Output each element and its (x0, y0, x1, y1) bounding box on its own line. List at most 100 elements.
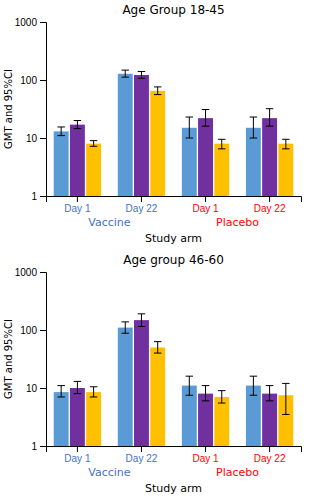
error-bar-stem (157, 342, 158, 353)
arm-label: Placebo (216, 466, 259, 479)
error-bar-cap (57, 385, 64, 386)
error-bar-cap (57, 396, 64, 397)
error-bar (154, 87, 161, 95)
tick-label: Day 1 (192, 453, 219, 464)
error-bar-cap (218, 390, 225, 391)
error-bar (202, 386, 209, 401)
error-bar-cap (218, 403, 225, 404)
error-bar-stem (93, 141, 94, 147)
error-bar-cap (250, 376, 257, 377)
bar (118, 328, 133, 446)
tick-label: 1000 (15, 267, 38, 278)
error-bar-cap (250, 395, 257, 396)
error-bar-cap (154, 353, 161, 354)
error-bar-cap (138, 313, 145, 314)
error-bar-stem (93, 387, 94, 397)
x-label: Study arm (145, 482, 202, 495)
bar (86, 392, 101, 446)
error-bar-cap (154, 341, 161, 342)
error-bar-cap (186, 138, 193, 139)
error-bar-cap (186, 395, 193, 396)
tick-label: 10 (26, 133, 38, 144)
chart: 1 10 100 1000 Day 1 Day 22 Day 1 Day 22 Vaccine P… (0, 0, 311, 500)
error-bar-cap (154, 86, 161, 87)
bar-series (70, 75, 277, 196)
y-tick: 10 (26, 133, 46, 144)
tick-label: 100 (20, 75, 37, 86)
error-bar (57, 127, 64, 136)
error-bar-stem (269, 386, 270, 401)
error-bar (202, 110, 209, 127)
error-bar-cap (138, 326, 145, 327)
y-label: GMT and 95%CI (3, 69, 14, 149)
tick-label: Day 22 (254, 453, 286, 464)
error-bar (154, 342, 161, 353)
error-bar (282, 139, 289, 149)
y-tick: 1000 (15, 17, 46, 28)
x-tick: Day 1 (192, 196, 219, 214)
bar (246, 128, 261, 196)
error-bar-stem (125, 322, 126, 333)
error-bar (218, 139, 225, 149)
y-tick: 1000 (15, 267, 46, 278)
bar (214, 144, 229, 196)
y-tick: 100 (20, 75, 46, 86)
tick-mark (205, 446, 206, 452)
panel: 1101001000Day 1Day 22Day 1Day 22VaccineP… (3, 3, 302, 245)
tick-mark (205, 196, 206, 202)
error-bar-cap (57, 126, 64, 127)
error-bar-cap (186, 376, 193, 377)
axis-line (40, 273, 47, 447)
tick-label: Day 1 (64, 453, 91, 464)
tick-mark (141, 446, 142, 452)
tick-mark (40, 138, 46, 139)
error-bar-stem (253, 376, 254, 395)
error-bar-stem (141, 314, 142, 327)
error-bar-stem (269, 109, 270, 126)
error-bar-stem (205, 110, 206, 127)
error-bar-cap (282, 383, 289, 384)
error-bar-cap (74, 381, 81, 382)
x-axis: Day 1 Day 22 Day 1 Day 22 (47, 446, 302, 464)
error-bar-cap (250, 138, 257, 139)
tick-label: Day 1 (64, 203, 91, 214)
error-bar-cap (266, 400, 273, 401)
bar (150, 91, 165, 196)
bar (182, 128, 197, 196)
error-bar-cap (122, 321, 129, 322)
y-axis: 1101001000 (15, 17, 47, 202)
error-bar (186, 376, 193, 395)
tick-mark (269, 196, 270, 202)
error-bar (218, 391, 225, 403)
error-bar-cap (90, 396, 97, 397)
tick-mark (269, 446, 270, 452)
x-tick: Day 1 (64, 196, 91, 214)
tick-label: 10 (26, 383, 38, 394)
arm-label: Vaccine (88, 466, 131, 479)
error-bar-stem (285, 139, 286, 149)
error-bar-cap (138, 71, 145, 72)
y-tick: 100 (20, 325, 46, 336)
error-bars (90, 87, 290, 149)
error-bar-cap (218, 148, 225, 149)
bar (278, 144, 293, 196)
error-bar-stem (125, 70, 126, 77)
error-bar (266, 386, 273, 401)
y-tick: 10 (26, 383, 46, 394)
tick-label: 1000 (15, 17, 38, 28)
error-bar-cap (122, 77, 129, 78)
error-bar (90, 141, 97, 147)
error-bar-cap (74, 120, 81, 121)
error-bar-cap (122, 70, 129, 71)
y-tick: 1 (31, 441, 46, 452)
tick-label: Day 22 (126, 453, 158, 464)
error-bar-stem (141, 72, 142, 79)
error-bar-cap (90, 146, 97, 147)
tick-mark (40, 272, 46, 273)
bar (150, 347, 165, 446)
error-bars (90, 342, 290, 415)
axis-line (47, 447, 302, 453)
bar (70, 388, 85, 446)
title: Age Group 18-45 (122, 3, 224, 17)
error-bar-stem (61, 127, 62, 136)
